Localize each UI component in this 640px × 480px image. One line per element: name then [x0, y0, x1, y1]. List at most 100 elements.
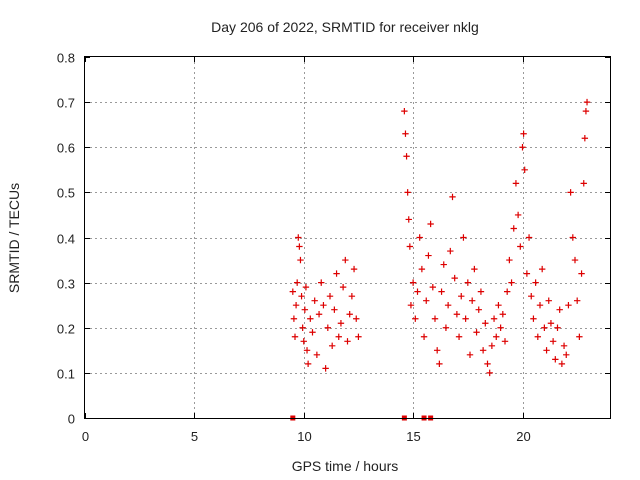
data-point	[547, 320, 555, 327]
grid-lines	[85, 57, 610, 418]
data-point	[578, 270, 585, 277]
data-point	[466, 351, 474, 359]
data-point	[576, 333, 583, 340]
data-point	[484, 360, 491, 368]
data-point	[301, 306, 309, 313]
data-point	[348, 292, 356, 300]
data-point	[293, 279, 301, 286]
data-point	[406, 243, 414, 250]
data-point	[346, 311, 353, 318]
data-point	[299, 324, 306, 331]
data-point	[510, 225, 517, 232]
data-point	[324, 324, 332, 331]
data-point	[335, 333, 342, 340]
data-point	[556, 306, 563, 313]
data-point	[453, 311, 461, 318]
data-point	[536, 301, 544, 309]
data-point	[583, 98, 591, 106]
data-point	[409, 279, 417, 286]
data-point	[482, 320, 489, 327]
data-point	[296, 243, 303, 250]
data-point	[304, 360, 312, 368]
data-point	[420, 333, 428, 340]
data-point	[530, 315, 537, 322]
data-point	[532, 279, 539, 286]
data-point	[514, 211, 522, 219]
x-axis: 0 5 10 15 20	[82, 57, 531, 444]
plot-frame	[84, 56, 611, 419]
data-point	[429, 283, 437, 291]
x-tick-label: 20	[516, 429, 530, 444]
data-point	[290, 315, 298, 322]
data-point	[307, 315, 314, 322]
data-point	[331, 306, 338, 313]
data-point	[302, 283, 310, 291]
data-point	[497, 324, 504, 331]
data-point	[401, 107, 408, 115]
data-point	[486, 369, 493, 377]
data-point	[541, 324, 548, 331]
data-point	[560, 342, 568, 349]
data-point	[412, 315, 419, 322]
data-point	[300, 338, 307, 345]
data-point	[449, 193, 456, 201]
x-tick-label: 0	[82, 429, 89, 444]
data-point	[519, 144, 526, 151]
data-point	[563, 351, 570, 359]
x-tick-label: 5	[191, 429, 198, 444]
x-tick-label: 10	[297, 429, 311, 444]
data-point	[512, 180, 520, 187]
data-point	[423, 297, 430, 304]
data-point	[442, 324, 450, 331]
y-axis: 0 0.1 0.2 0.3 0.4 0.5 0.6 0.7 0.8	[57, 51, 610, 427]
data-point	[558, 360, 566, 368]
data-point	[433, 347, 441, 354]
data-point	[582, 107, 590, 115]
data-point	[488, 342, 496, 349]
data-point	[416, 234, 423, 241]
data-point	[402, 130, 409, 137]
data-point	[549, 338, 557, 345]
data-point	[313, 351, 321, 359]
data-point	[458, 292, 465, 300]
data-point	[475, 306, 482, 313]
data-point	[297, 256, 304, 264]
y-tick-label: 0	[68, 412, 75, 427]
data-point	[503, 288, 511, 295]
y-tick-label: 0.7	[57, 96, 75, 111]
data-point	[289, 288, 297, 295]
data-point	[473, 329, 480, 336]
y-tick-label: 0.8	[57, 51, 75, 66]
data-point	[455, 333, 463, 340]
data-point	[567, 189, 574, 196]
data-point	[464, 279, 472, 286]
data-point	[506, 256, 513, 264]
data-point	[520, 130, 527, 137]
data-point	[404, 189, 411, 196]
data-point	[425, 252, 432, 259]
data-point	[523, 270, 531, 277]
data-point	[295, 234, 302, 241]
data-point	[571, 256, 579, 264]
data-point	[521, 166, 528, 174]
data-point	[451, 274, 458, 282]
x-tick-label: 15	[406, 429, 420, 444]
data-point	[326, 292, 334, 300]
y-tick-label: 0.3	[57, 277, 75, 292]
data-point	[573, 297, 581, 304]
data-point	[333, 270, 340, 277]
data-point	[554, 324, 561, 331]
y-tick-label: 0.4	[57, 232, 75, 247]
data-point	[471, 265, 478, 273]
data-point	[328, 342, 336, 349]
data-point	[490, 315, 498, 322]
data-point	[440, 261, 447, 268]
data-point	[309, 329, 316, 336]
data-point	[342, 256, 349, 264]
data-point	[431, 315, 439, 322]
data-point	[479, 347, 487, 354]
data-point	[436, 360, 443, 368]
data-point	[517, 243, 524, 250]
y-tick-label: 0.2	[57, 322, 75, 337]
data-point	[552, 356, 559, 363]
